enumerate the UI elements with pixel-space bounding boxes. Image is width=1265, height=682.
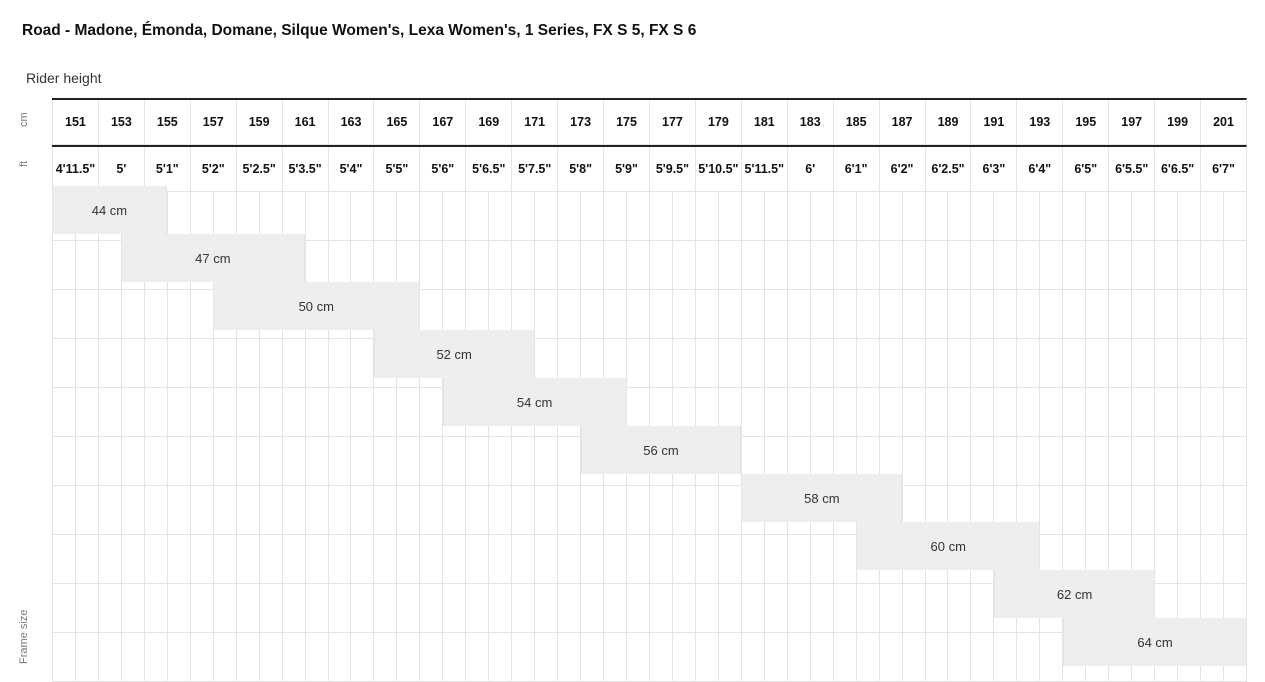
ft-cell-22: 6'5": [1062, 147, 1108, 191]
header-row-ft: 4'11.5"5'5'1"5'2"5'2.5"5'3.5"5'4"5'5"5'6…: [52, 145, 1247, 192]
frame-size-bar: 64 cm: [1063, 618, 1247, 666]
ft-cell-12: 5'9": [603, 147, 649, 191]
ft-cell-11: 5'8": [557, 147, 603, 191]
unit-label-cm: cm: [18, 98, 40, 142]
header-row-cm: 1511531551571591611631651671691711731751…: [52, 98, 1247, 145]
ft-cell-6: 5'4": [328, 147, 374, 191]
grid-row: [52, 339, 1247, 388]
ft-cell-15: 5'11.5": [741, 147, 787, 191]
frame-size-label: 54 cm: [517, 395, 552, 410]
cm-cell-16: 183: [787, 100, 833, 144]
cm-cell-9: 169: [465, 100, 511, 144]
ft-cell-17: 6'1": [833, 147, 879, 191]
frame-size-bar: 60 cm: [856, 522, 1040, 570]
frame-size-bar: 62 cm: [994, 570, 1155, 618]
ft-cell-0: 4'11.5": [52, 147, 98, 191]
ft-cell-14: 5'10.5": [695, 147, 741, 191]
ft-cell-4: 5'2.5": [236, 147, 282, 191]
frame-size-label: 50 cm: [299, 299, 334, 314]
chart-title: Road - Madone, Émonda, Domane, Silque Wo…: [22, 22, 1247, 40]
cm-cell-2: 155: [144, 100, 190, 144]
cm-cell-7: 165: [373, 100, 419, 144]
frame-size-label: 62 cm: [1057, 587, 1092, 602]
cm-cell-10: 171: [511, 100, 557, 144]
ft-cell-9: 5'6.5": [465, 147, 511, 191]
ft-cell-24: 6'6.5": [1154, 147, 1200, 191]
ft-cell-18: 6'2": [879, 147, 925, 191]
frame-size-label: 52 cm: [436, 347, 471, 362]
cm-cell-11: 173: [557, 100, 603, 144]
frame-size-label: 47 cm: [195, 251, 230, 266]
grid-row: [52, 486, 1247, 535]
cm-cell-3: 157: [190, 100, 236, 144]
size-chart: 1511531551571591611631651671691711731751…: [52, 98, 1247, 682]
cm-cell-17: 185: [833, 100, 879, 144]
frame-size-bar: 56 cm: [581, 426, 742, 474]
cm-cell-20: 191: [970, 100, 1016, 144]
cm-cell-8: 167: [419, 100, 465, 144]
ft-cell-16: 6': [787, 147, 833, 191]
frame-size-bar: 50 cm: [213, 282, 420, 330]
ft-cell-19: 6'2.5": [925, 147, 971, 191]
ft-cell-21: 6'4": [1016, 147, 1062, 191]
ft-cell-20: 6'3": [970, 147, 1016, 191]
unit-label-ft: ft: [18, 142, 40, 186]
frame-size-bar: 52 cm: [374, 330, 535, 378]
frame-size-bar: 54 cm: [443, 378, 627, 426]
axis-label-frame-size: Frame size: [18, 592, 40, 682]
ft-cell-2: 5'1": [144, 147, 190, 191]
ft-cell-3: 5'2": [190, 147, 236, 191]
cm-cell-15: 181: [741, 100, 787, 144]
frame-size-bar: 58 cm: [741, 474, 902, 522]
ft-cell-23: 6'5.5": [1108, 147, 1154, 191]
cm-cell-23: 197: [1108, 100, 1154, 144]
frame-size-label: 58 cm: [804, 491, 839, 506]
cm-cell-5: 161: [282, 100, 328, 144]
cm-cell-13: 177: [649, 100, 695, 144]
ft-cell-1: 5': [98, 147, 144, 191]
cm-cell-25: 201: [1200, 100, 1246, 144]
cm-cell-1: 153: [98, 100, 144, 144]
cm-cell-6: 163: [328, 100, 374, 144]
cm-cell-4: 159: [236, 100, 282, 144]
frame-size-label: 64 cm: [1137, 635, 1172, 650]
cm-cell-18: 187: [879, 100, 925, 144]
cm-cell-0: 151: [52, 100, 98, 144]
frame-size-label: 60 cm: [931, 539, 966, 554]
ft-cell-10: 5'7.5": [511, 147, 557, 191]
frame-size-bar: 47 cm: [121, 234, 305, 282]
ft-cell-5: 5'3.5": [282, 147, 328, 191]
chart-subtitle: Rider height: [26, 70, 1247, 86]
cm-cell-24: 199: [1154, 100, 1200, 144]
ft-cell-8: 5'6": [419, 147, 465, 191]
ft-cell-25: 6'7": [1200, 147, 1246, 191]
frame-size-label: 56 cm: [643, 443, 678, 458]
cm-cell-12: 175: [603, 100, 649, 144]
ft-cell-7: 5'5": [373, 147, 419, 191]
cm-cell-19: 189: [925, 100, 971, 144]
cm-cell-14: 179: [695, 100, 741, 144]
frame-size-bar: 44 cm: [52, 186, 167, 234]
cm-cell-22: 195: [1062, 100, 1108, 144]
ft-cell-13: 5'9.5": [649, 147, 695, 191]
cm-cell-21: 193: [1016, 100, 1062, 144]
frame-size-label: 44 cm: [92, 203, 127, 218]
